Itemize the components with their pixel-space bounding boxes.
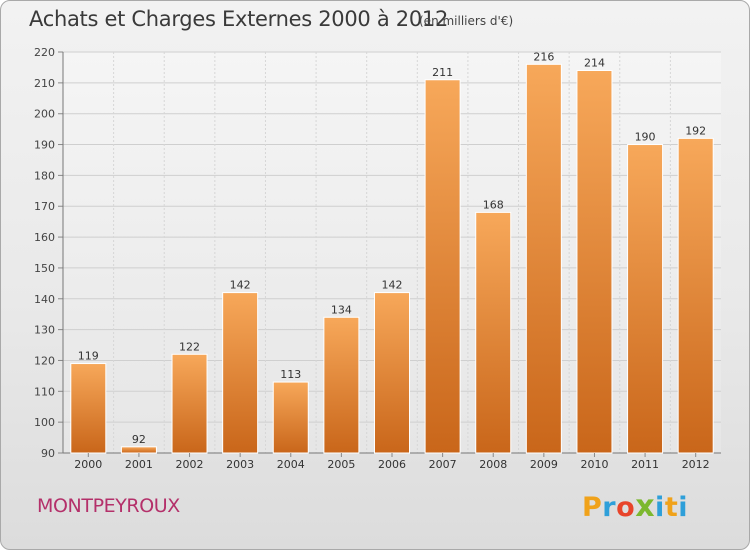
logo-letter: t [664,492,679,523]
x-tick-label-2006: 2006 [378,458,406,471]
value-label-2010: 214 [584,57,605,70]
logo-letter: i [678,492,688,523]
bar-2005 [323,316,360,454]
value-label-2005: 134 [331,303,352,316]
proxiti-logo: Proxiti [582,489,688,524]
commune-name: MONTPEYROUX [37,495,180,517]
bar-2007 [424,79,461,454]
value-label-2006: 142 [382,279,403,292]
bar-2008 [475,211,512,454]
y-tick-label-180: 180 [34,169,55,182]
x-tick-label-2005: 2005 [327,458,355,471]
value-label-2009: 216 [533,50,554,63]
logo-letter: o [616,492,636,523]
y-tick-label-210: 210 [34,77,55,90]
value-label-2012: 192 [685,124,706,137]
x-tick-label-2003: 2003 [226,458,254,471]
x-tick-label-2012: 2012 [682,458,710,471]
value-label-2011: 190 [635,131,656,144]
bar-2006 [374,292,410,454]
x-tick-label-2002: 2002 [176,458,204,471]
bar-2012 [677,137,714,454]
y-tick-label-170: 170 [34,200,55,213]
bar-2004 [272,381,309,454]
bar-2003 [222,292,259,454]
y-tick-label-90: 90 [41,447,55,460]
y-tick-label-200: 200 [34,108,55,121]
x-tick-label-2009: 2009 [530,458,558,471]
x-tick-label-2011: 2011 [631,458,659,471]
bar-2011 [627,144,664,454]
bar-2000 [70,363,107,454]
logo-letter: x [635,489,656,524]
bar-2009 [525,63,562,454]
y-tick-label-150: 150 [34,262,55,275]
bar-2002 [171,353,208,454]
logo-letter: P [582,492,603,523]
y-tick-label-110: 110 [34,385,55,398]
chart-subtitle: (en milliers d'€) [419,14,514,28]
y-tick-label-160: 160 [34,231,55,244]
value-label-2003: 142 [230,279,251,292]
y-tick-label-140: 140 [34,293,55,306]
value-label-2004: 113 [280,368,301,381]
x-tick-label-2007: 2007 [429,458,457,471]
logo-letter: r [602,492,617,523]
value-label-2007: 211 [432,66,453,79]
x-tick-label-2010: 2010 [580,458,608,471]
y-tick-label-100: 100 [34,416,55,429]
y-tick-label-120: 120 [34,354,55,367]
bar-2001 [120,446,157,454]
bar-2010 [576,70,613,454]
value-label-2001: 92 [132,433,146,446]
y-tick-label-130: 130 [34,324,55,337]
y-tick-label-220: 220 [34,46,55,59]
x-tick-label-2004: 2004 [277,458,305,471]
logo-letter: i [655,492,665,523]
y-tick-label-190: 190 [34,139,55,152]
value-label-2008: 168 [483,198,504,211]
value-label-2000: 119 [78,350,99,363]
x-tick-label-2000: 2000 [74,458,102,471]
x-tick-label-2008: 2008 [479,458,507,471]
value-label-2002: 122 [179,340,200,353]
x-tick-label-2001: 2001 [125,458,153,471]
chart-title: Achats et Charges Externes 2000 à 2012 [29,7,449,31]
